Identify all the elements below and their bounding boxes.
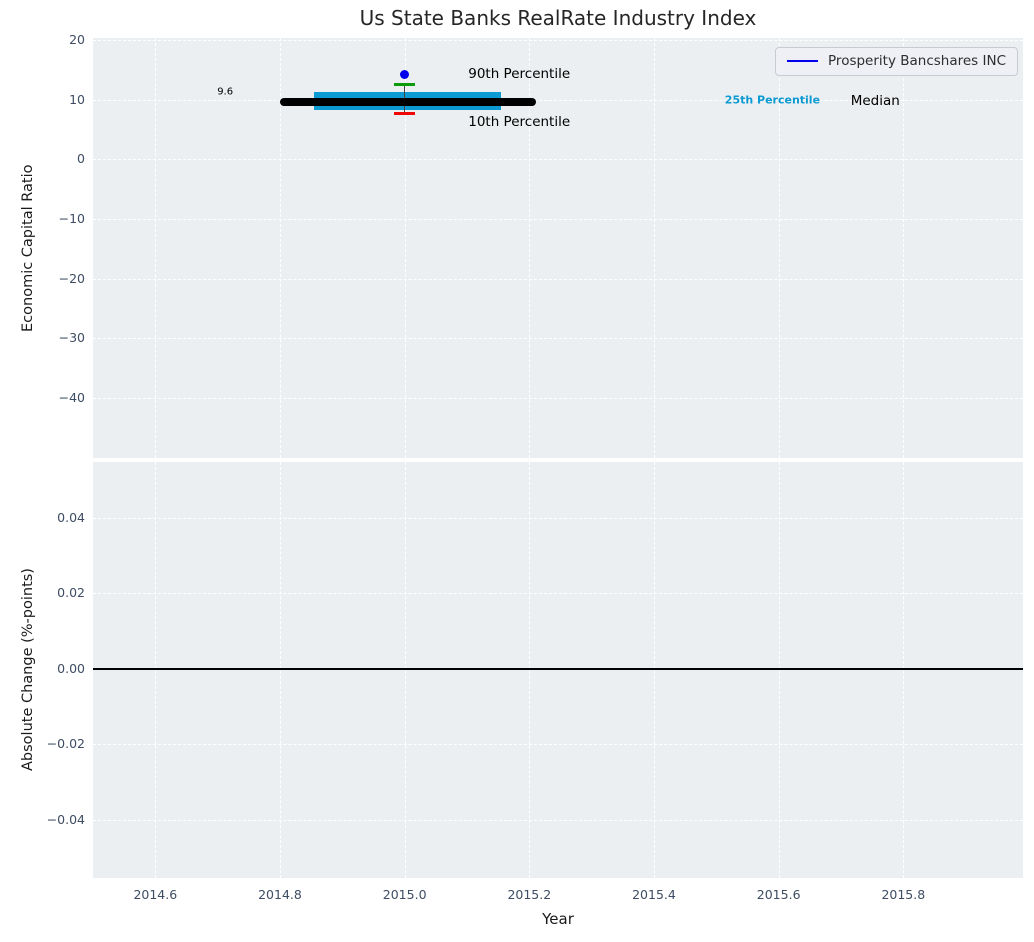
x-gridline xyxy=(279,38,281,458)
y-gridline xyxy=(93,278,1023,280)
y-gridline xyxy=(93,397,1023,399)
x-tick-label: 2015.0 xyxy=(382,887,427,902)
x-gridline xyxy=(653,462,655,878)
x-gridline xyxy=(404,462,406,878)
x-gridline xyxy=(155,462,157,878)
legend: Prosperity Bancshares INC xyxy=(775,47,1018,76)
x-gridline xyxy=(529,462,531,878)
x-gridline xyxy=(404,38,406,458)
y-tick-label: 0 xyxy=(77,151,85,167)
y-gridline xyxy=(93,744,1023,746)
p10-cap xyxy=(394,111,416,115)
zero-line xyxy=(93,667,1023,670)
y-gridline xyxy=(93,819,1023,821)
x-tick-label: 2015.4 xyxy=(632,887,676,902)
annotation-10th-percentile: 10th Percentile xyxy=(468,114,571,130)
y-tick-label: −30 xyxy=(58,330,85,346)
legend-line-swatch xyxy=(787,60,819,62)
x-tick-label: 2015.8 xyxy=(881,887,926,902)
y-tick-label: −10 xyxy=(58,210,85,226)
annotation-25th-percentile: 25th Percentile xyxy=(724,93,821,107)
y-tick-label: 20 xyxy=(69,32,85,48)
annotation-9-6: 9.6 xyxy=(217,86,234,98)
x-tick-label: 2015.2 xyxy=(507,887,552,902)
x-tick-label: 2014.8 xyxy=(258,887,302,902)
y-tick-label: −20 xyxy=(58,270,85,286)
y-gridline xyxy=(93,40,1023,42)
y-tick-label: −0.04 xyxy=(46,811,85,827)
x-gridline xyxy=(778,462,780,878)
y-tick-label: 0.02 xyxy=(57,585,85,601)
x-gridline xyxy=(903,462,905,878)
chart-title: Us State Banks RealRate Industry Index xyxy=(359,6,757,30)
x-gridline xyxy=(155,38,157,458)
x-gridline xyxy=(529,38,531,458)
y-tick-label: −0.02 xyxy=(46,736,85,752)
x-tick-label: 2014.6 xyxy=(133,887,178,902)
x-gridline xyxy=(653,38,655,458)
y-gridline xyxy=(93,218,1023,220)
y-gridline xyxy=(93,99,1023,101)
annotation-90th-percentile: 90th Percentile xyxy=(468,66,571,82)
y-gridline xyxy=(93,338,1023,340)
x-tick-label: 2015.6 xyxy=(756,887,801,902)
y-tick-label: 0.04 xyxy=(57,509,85,525)
y-tick-label: −40 xyxy=(58,389,85,405)
x-axis-label: Year xyxy=(542,910,574,928)
median-line xyxy=(279,98,536,107)
p90-cap xyxy=(394,82,416,86)
y-gridline xyxy=(93,517,1023,519)
y-tick-label: 0.00 xyxy=(57,660,85,676)
annotation-median: Median xyxy=(850,93,900,110)
x-gridline xyxy=(778,38,780,458)
bottom-axes xyxy=(93,462,1023,878)
x-gridline xyxy=(903,38,905,458)
top-axes: Prosperity Bancshares INC 9.6 90th Percen… xyxy=(93,38,1023,458)
company-data-point xyxy=(400,70,410,80)
y-tick-label: 10 xyxy=(69,91,85,107)
y-gridline xyxy=(93,593,1023,595)
legend-label: Prosperity Bancshares INC xyxy=(828,53,1006,69)
y-gridline xyxy=(93,159,1023,161)
x-gridline xyxy=(279,462,281,878)
